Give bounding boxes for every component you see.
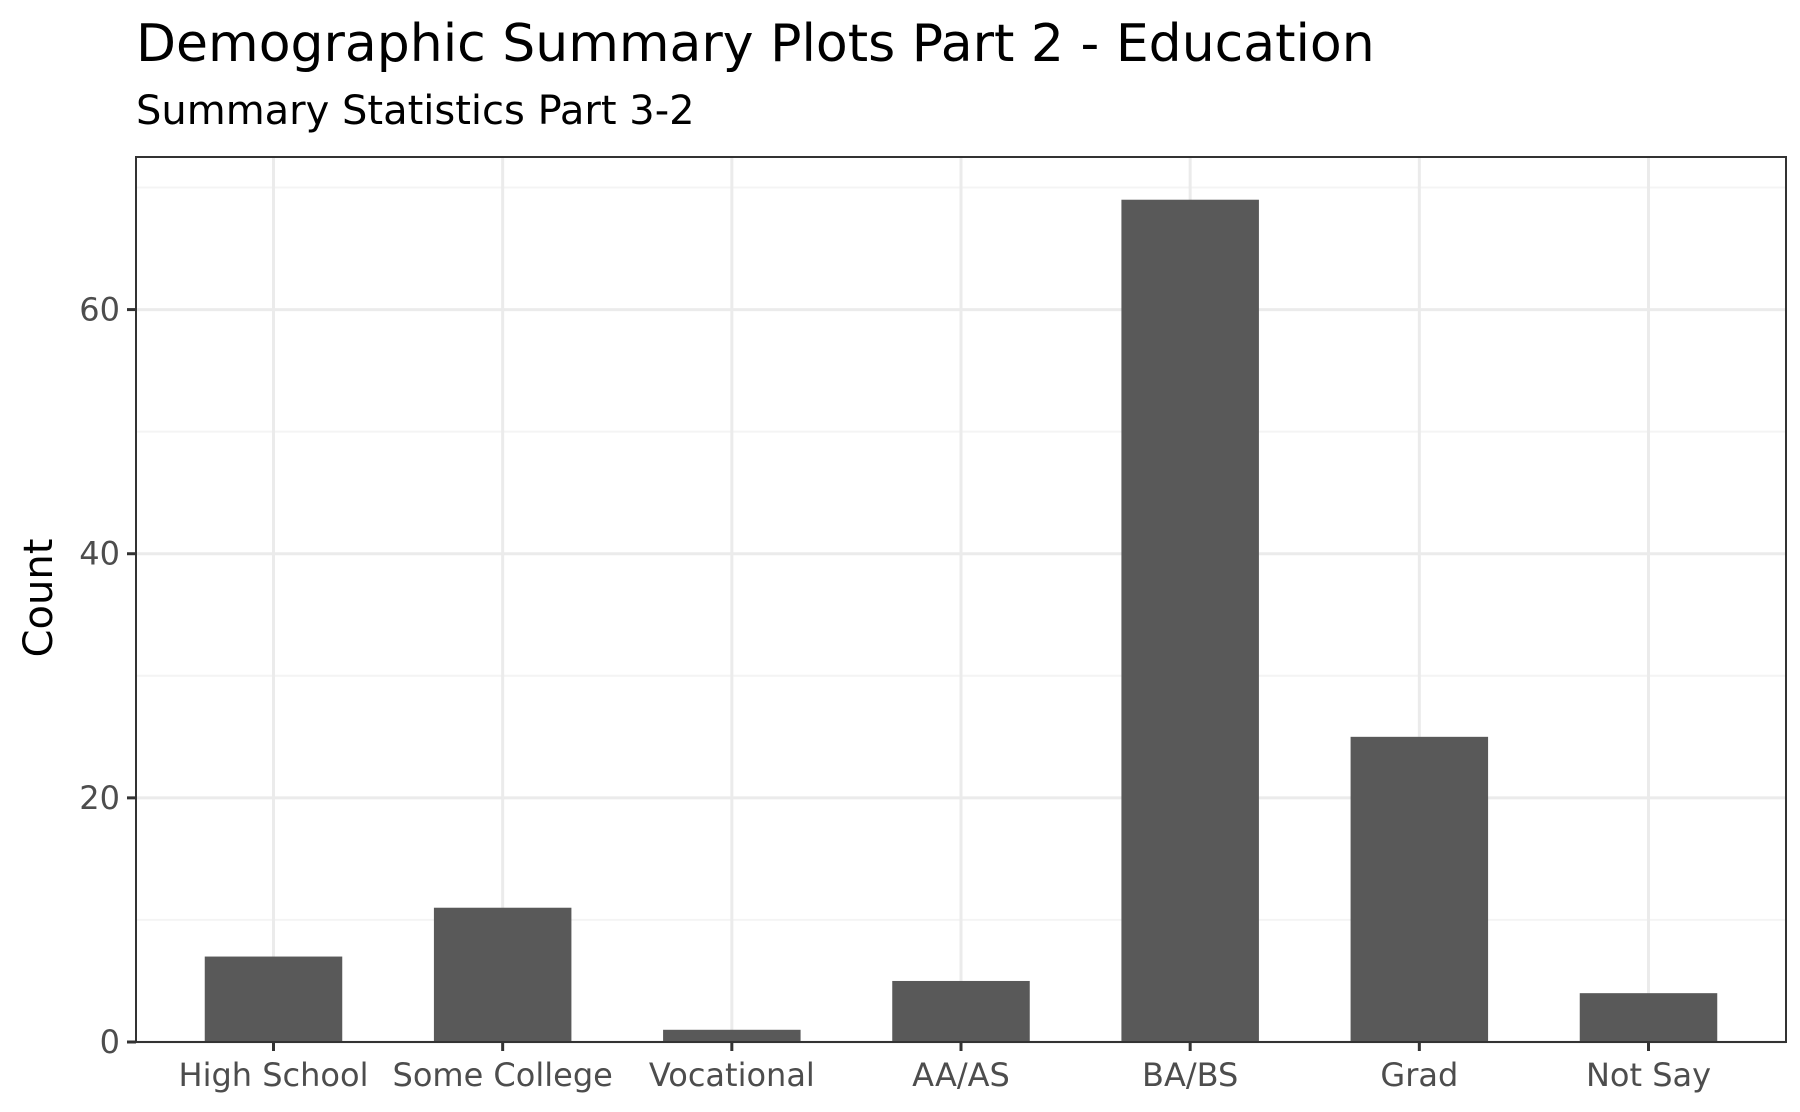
bars xyxy=(204,199,1718,1043)
grid-lines xyxy=(136,157,1786,1044)
bar-aa-as xyxy=(892,980,1030,1042)
bar-some-college xyxy=(433,907,572,1042)
bar-high-school xyxy=(204,956,343,1042)
x-tick-label: Grad xyxy=(1380,1056,1458,1094)
y-tick-label: 60 xyxy=(79,291,120,329)
x-tick-label: Vocational xyxy=(649,1056,815,1094)
bar-ba-bs xyxy=(1121,199,1259,1043)
chart-title: Demographic Summary Plots Part 2 - Educa… xyxy=(136,14,1375,74)
bar-grad xyxy=(1350,736,1489,1042)
x-tick-label: Some College xyxy=(393,1056,613,1094)
bar-vocational xyxy=(663,1029,801,1042)
x-axis: High School Some College Vocational AA/AS BA… xyxy=(179,1042,1711,1094)
y-tick-label: 0 xyxy=(100,1023,120,1061)
y-tick-label: 40 xyxy=(79,535,120,573)
x-tick-label: AA/AS xyxy=(912,1056,1010,1094)
y-tick-label: 20 xyxy=(79,779,120,817)
x-tick-label: Not Say xyxy=(1586,1056,1711,1094)
bar-not-say xyxy=(1579,993,1718,1042)
x-tick-label: High School xyxy=(179,1056,369,1094)
y-axis-label: Count xyxy=(16,539,62,658)
y-axis: 0 20 40 60 xyxy=(79,291,136,1061)
chart-subtitle: Summary Statistics Part 3-2 xyxy=(136,88,695,134)
x-tick-label: BA/BS xyxy=(1142,1056,1238,1094)
